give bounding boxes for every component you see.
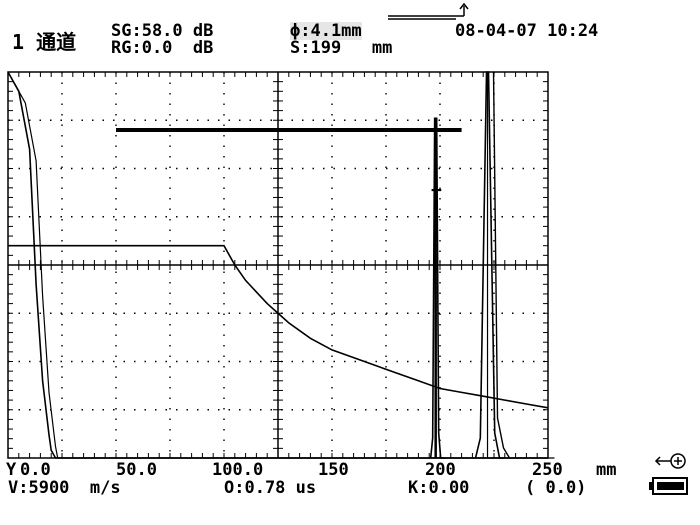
echo-peak-tail xyxy=(492,71,511,459)
battery-icon xyxy=(649,477,688,495)
probe-arrow-icon xyxy=(388,2,469,20)
offset: O:0.78 us xyxy=(224,478,317,498)
y-axis-label: Y xyxy=(6,460,17,480)
echo-peak xyxy=(429,117,445,459)
echo-peak xyxy=(474,71,504,459)
velocity: V:5900 m/s xyxy=(8,478,121,498)
channel-label: 1 通道 xyxy=(12,30,77,54)
initial-pulse-edge xyxy=(13,83,555,459)
sg-gain: SG:58.0 dB xyxy=(111,21,214,41)
k-paren: ( 0.0) xyxy=(525,478,587,498)
waveform-traces: + xyxy=(7,71,555,459)
rg-gain: RG:0.0 dB xyxy=(111,38,214,58)
peak-marker: + xyxy=(431,180,442,201)
x-tick-5: 250 xyxy=(532,460,563,480)
phi-value: ϕ:4.1mm xyxy=(290,21,362,41)
x-tick-0: 0.0 xyxy=(20,460,51,480)
x-tick-2: 100.0 xyxy=(212,460,264,480)
x-tick-1: 50.0 xyxy=(116,460,157,480)
datetime: 08-04-07 10:24 xyxy=(455,21,599,41)
x-tick-4: 200 xyxy=(425,460,456,480)
s-value: S:199 mm xyxy=(290,38,393,58)
probe-connector-icon xyxy=(654,453,686,469)
x-tick-3: 150 xyxy=(318,460,349,480)
k-value: K:0.00 xyxy=(408,478,470,498)
dac-curve xyxy=(8,244,549,409)
unit-label: mm xyxy=(596,460,617,480)
